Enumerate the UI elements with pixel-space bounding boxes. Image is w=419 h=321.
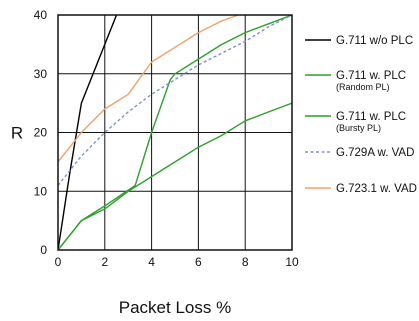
y-tick-label: 20 xyxy=(34,126,48,140)
y-tick-label: 30 xyxy=(34,67,48,81)
legend-label: G.729A w. VAD xyxy=(336,147,414,159)
legend-label: G.711 w. PLC xyxy=(336,70,406,82)
y-axis-label: R xyxy=(11,124,23,143)
grid xyxy=(58,15,292,250)
legend-label: G.711 w/o PLC xyxy=(336,35,413,47)
series-line-3 xyxy=(58,15,292,250)
legend-sublabel: (Random PL) xyxy=(336,82,390,92)
series-line-4 xyxy=(58,15,292,186)
y-tick-label: 10 xyxy=(34,184,48,198)
x-axis-label: Packet Loss % xyxy=(119,298,231,317)
legend-label: G.723.1 w. VAD xyxy=(336,183,417,195)
x-tick-label: 8 xyxy=(242,255,249,269)
series-lines xyxy=(58,15,292,250)
series-line-2 xyxy=(58,102,292,250)
x-tick-label: 0 xyxy=(55,255,62,269)
x-tick-label: 4 xyxy=(148,255,155,269)
series-line-1 xyxy=(58,15,118,250)
x-tick-label: 10 xyxy=(285,255,299,269)
tick-labels: 0 2 4 6 8 10 0 10 20 30 40 xyxy=(34,8,299,269)
x-tick-label: 2 xyxy=(101,255,108,269)
legend-sublabel: (Bursty PL) xyxy=(336,123,381,133)
legend-label: G.711 w. PLC xyxy=(336,111,406,123)
y-tick-label: 0 xyxy=(40,243,47,257)
series-line-5 xyxy=(58,15,239,163)
y-tick-label: 40 xyxy=(34,8,48,22)
plot-frame xyxy=(57,14,293,251)
x-tick-label: 6 xyxy=(195,255,202,269)
